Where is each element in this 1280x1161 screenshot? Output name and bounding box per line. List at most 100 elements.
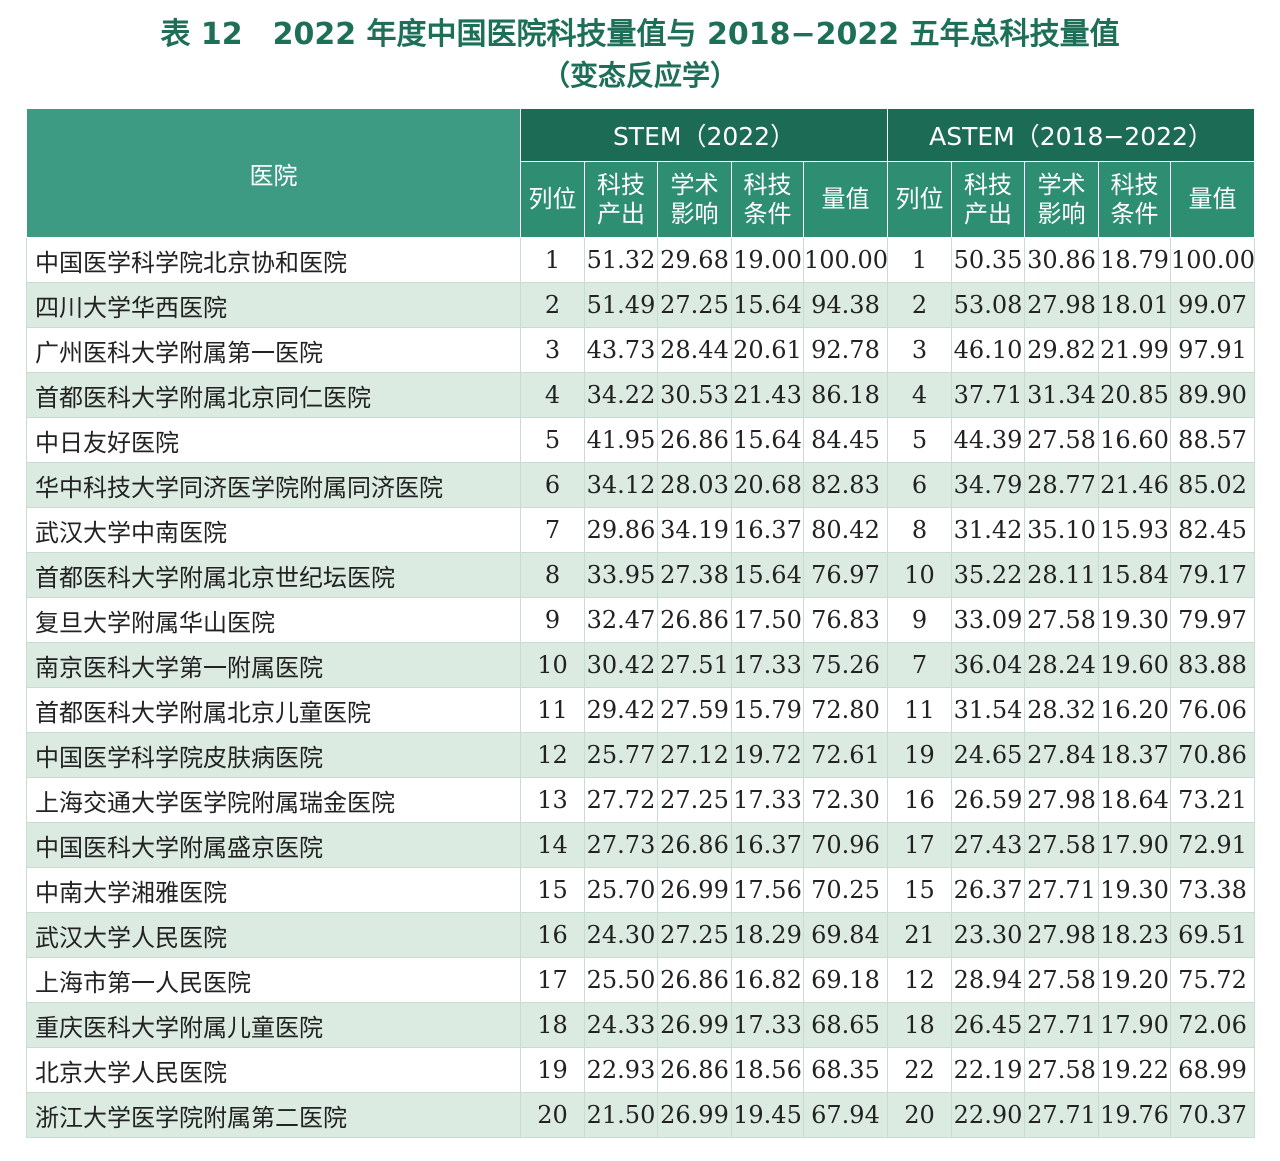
astem-condition-cell: 18.64 bbox=[1098, 777, 1172, 823]
astem-output-cell: 53.08 bbox=[951, 282, 1026, 328]
stem-value-cell: 70.25 bbox=[802, 867, 889, 913]
astem-condition-cell: 18.23 bbox=[1098, 912, 1172, 958]
stem-rank-cell: 1 bbox=[520, 237, 585, 283]
astem-condition-cell: 19.30 bbox=[1098, 597, 1172, 643]
astem-value-cell: 88.57 bbox=[1170, 417, 1256, 463]
stem-impact-cell: 27.25 bbox=[657, 777, 732, 823]
table-row: 复旦大学附属华山医院 9 32.47 26.86 17.50 76.83 9 33.09 27.… bbox=[26, 597, 1256, 643]
header-text-line: 科技 bbox=[1110, 170, 1159, 199]
stem-rank-cell: 15 bbox=[520, 867, 585, 913]
astem-rank-cell: 4 bbox=[887, 372, 953, 418]
astem-value-cell: 72.06 bbox=[1170, 1002, 1256, 1048]
astem-value-cell: 73.38 bbox=[1170, 867, 1256, 913]
table-row: 首都医科大学附属北京儿童医院 11 29.42 27.59 15.79 72.80 11 31… bbox=[26, 687, 1256, 733]
astem-value-cell: 75.72 bbox=[1170, 957, 1256, 1003]
astem-impact-cell: 30.86 bbox=[1024, 237, 1100, 283]
stem-output-cell: 29.86 bbox=[584, 507, 658, 553]
stem-output-cell: 24.33 bbox=[584, 1002, 658, 1048]
table-row: 华中科技大学同济医学院附属同济医院 6 34.12 28.03 20.68 82.83 6 3… bbox=[26, 462, 1256, 508]
stem-condition-cell: 21.43 bbox=[731, 372, 804, 418]
astem-rank-cell: 21 bbox=[887, 912, 953, 958]
stem-value-cell: 84.45 bbox=[802, 417, 889, 463]
astem-condition-cell: 21.46 bbox=[1098, 462, 1172, 508]
astem-rank-cell: 16 bbox=[887, 777, 953, 823]
astem-output-cell: 37.71 bbox=[951, 372, 1026, 418]
stem-value-cell: 76.97 bbox=[802, 552, 889, 598]
stem-value-cell: 76.83 bbox=[802, 597, 889, 643]
header-text-line: 科技 bbox=[597, 170, 645, 199]
stem-value-cell: 75.26 bbox=[802, 642, 889, 688]
hospital-name-cell: 北京大学人民医院 bbox=[26, 1047, 521, 1093]
table-row: 广州医科大学附属第一医院 3 43.73 28.44 20.61 92.78 3 46.10 2… bbox=[26, 327, 1256, 373]
stem-rank-cell: 13 bbox=[520, 777, 585, 823]
stem-impact-cell: 26.86 bbox=[657, 1047, 732, 1093]
header-text-line: 列位 bbox=[895, 185, 944, 213]
stem-value-cell: 70.96 bbox=[802, 822, 889, 868]
stem-output-cell: 41.95 bbox=[584, 417, 658, 463]
astem-rank-cell: 2 bbox=[887, 282, 953, 328]
astem-impact-cell: 27.71 bbox=[1024, 867, 1100, 913]
header-text-line: 产出 bbox=[964, 199, 1013, 228]
stem-rank-header: 列位 bbox=[520, 161, 585, 238]
stem-rank-cell: 20 bbox=[520, 1092, 585, 1138]
stem-impact-cell: 27.51 bbox=[657, 642, 732, 688]
stem-condition-cell: 19.72 bbox=[731, 732, 804, 778]
table-row: 上海市第一人民医院 17 25.50 26.86 16.82 69.18 12 28.94 27… bbox=[26, 957, 1256, 1003]
stem-output-cell: 25.70 bbox=[584, 867, 658, 913]
astem-value-cell: 82.45 bbox=[1170, 507, 1256, 553]
astem-output-cell: 22.19 bbox=[951, 1047, 1026, 1093]
astem-output-cell: 26.59 bbox=[951, 777, 1026, 823]
astem-rank-cell: 20 bbox=[887, 1092, 953, 1138]
stem-output-header: 科技 产出 bbox=[584, 161, 658, 238]
astem-output-cell: 31.42 bbox=[951, 507, 1026, 553]
header-text-line: 条件 bbox=[1110, 199, 1159, 228]
astem-condition-cell: 21.99 bbox=[1098, 327, 1172, 373]
hospital-name-cell: 首都医科大学附属北京同仁医院 bbox=[26, 372, 521, 418]
stem-value-cell: 72.61 bbox=[802, 732, 889, 778]
astem-rank-cell: 6 bbox=[887, 462, 953, 508]
stem-rank-cell: 6 bbox=[520, 462, 585, 508]
column-header-row: 列位 科技 产出 学术 影响 科技 条件 量值 列位 科技 产出 学术 影响 科技 条件 量值 bbox=[27, 161, 1256, 238]
astem-value-cell: 85.02 bbox=[1170, 462, 1256, 508]
stem-impact-cell: 26.99 bbox=[657, 1092, 732, 1138]
stem-impact-cell: 26.86 bbox=[657, 597, 732, 643]
stem-impact-cell: 27.12 bbox=[657, 732, 732, 778]
astem-impact-cell: 27.58 bbox=[1024, 957, 1100, 1003]
stem-output-cell: 30.42 bbox=[584, 642, 658, 688]
stem-impact-cell: 28.44 bbox=[657, 327, 732, 373]
stem-impact-cell: 26.99 bbox=[657, 1002, 732, 1048]
hospital-name-cell: 中国医学科学院北京协和医院 bbox=[26, 237, 521, 283]
stem-value-cell: 80.42 bbox=[802, 507, 889, 553]
table-row: 中国医科大学附属盛京医院 14 27.73 26.86 16.37 70.96 17 27.4… bbox=[26, 822, 1256, 868]
astem-impact-cell: 28.24 bbox=[1024, 642, 1100, 688]
stem-condition-cell: 16.37 bbox=[731, 507, 804, 553]
stem-impact-cell: 26.86 bbox=[657, 417, 732, 463]
header-text-line: 学术 bbox=[1037, 170, 1086, 199]
stem-impact-cell: 28.03 bbox=[657, 462, 732, 508]
astem-rank-cell: 8 bbox=[887, 507, 953, 553]
astem-value-cell: 72.91 bbox=[1170, 822, 1256, 868]
stem-impact-cell: 26.99 bbox=[657, 867, 732, 913]
astem-condition-cell: 19.22 bbox=[1098, 1047, 1172, 1093]
title-main: 表 12 2022 年度中国医院科技量值与 2018−2022 五年总科技量值 bbox=[160, 17, 1120, 52]
stem-condition-cell: 17.33 bbox=[731, 777, 804, 823]
hospital-ranking-table: 医院 STEM（2022） ASTEM（2018−2022） 列位 科技 产出 学术影… bbox=[26, 108, 1256, 1138]
astem-condition-cell: 19.60 bbox=[1098, 642, 1172, 688]
astem-output-cell: 22.90 bbox=[951, 1092, 1026, 1138]
astem-output-cell: 35.22 bbox=[951, 552, 1026, 598]
astem-value-cell: 79.17 bbox=[1170, 552, 1256, 598]
stem-output-cell: 43.73 bbox=[584, 327, 658, 373]
stem-impact-cell: 34.19 bbox=[657, 507, 732, 553]
stem-output-cell: 25.77 bbox=[584, 732, 658, 778]
stem-output-cell: 24.30 bbox=[584, 912, 658, 958]
stem-rank-cell: 12 bbox=[520, 732, 585, 778]
astem-impact-cell: 27.98 bbox=[1024, 777, 1100, 823]
stem-output-cell: 51.49 bbox=[584, 282, 658, 328]
astem-rank-cell: 11 bbox=[887, 687, 953, 733]
table-title: 表 12 2022 年度中国医院科技量值与 2018−2022 五年总科技量值 … bbox=[0, 14, 1280, 96]
header-text-line: 量值 bbox=[821, 185, 870, 213]
table-row: 首都医科大学附属北京世纪坛医院 8 33.95 27.38 15.64 76.97 10 35… bbox=[26, 552, 1256, 598]
stem-value-cell: 86.18 bbox=[802, 372, 889, 418]
astem-impact-cell: 28.32 bbox=[1024, 687, 1100, 733]
header-text-line: 影响 bbox=[670, 199, 719, 228]
